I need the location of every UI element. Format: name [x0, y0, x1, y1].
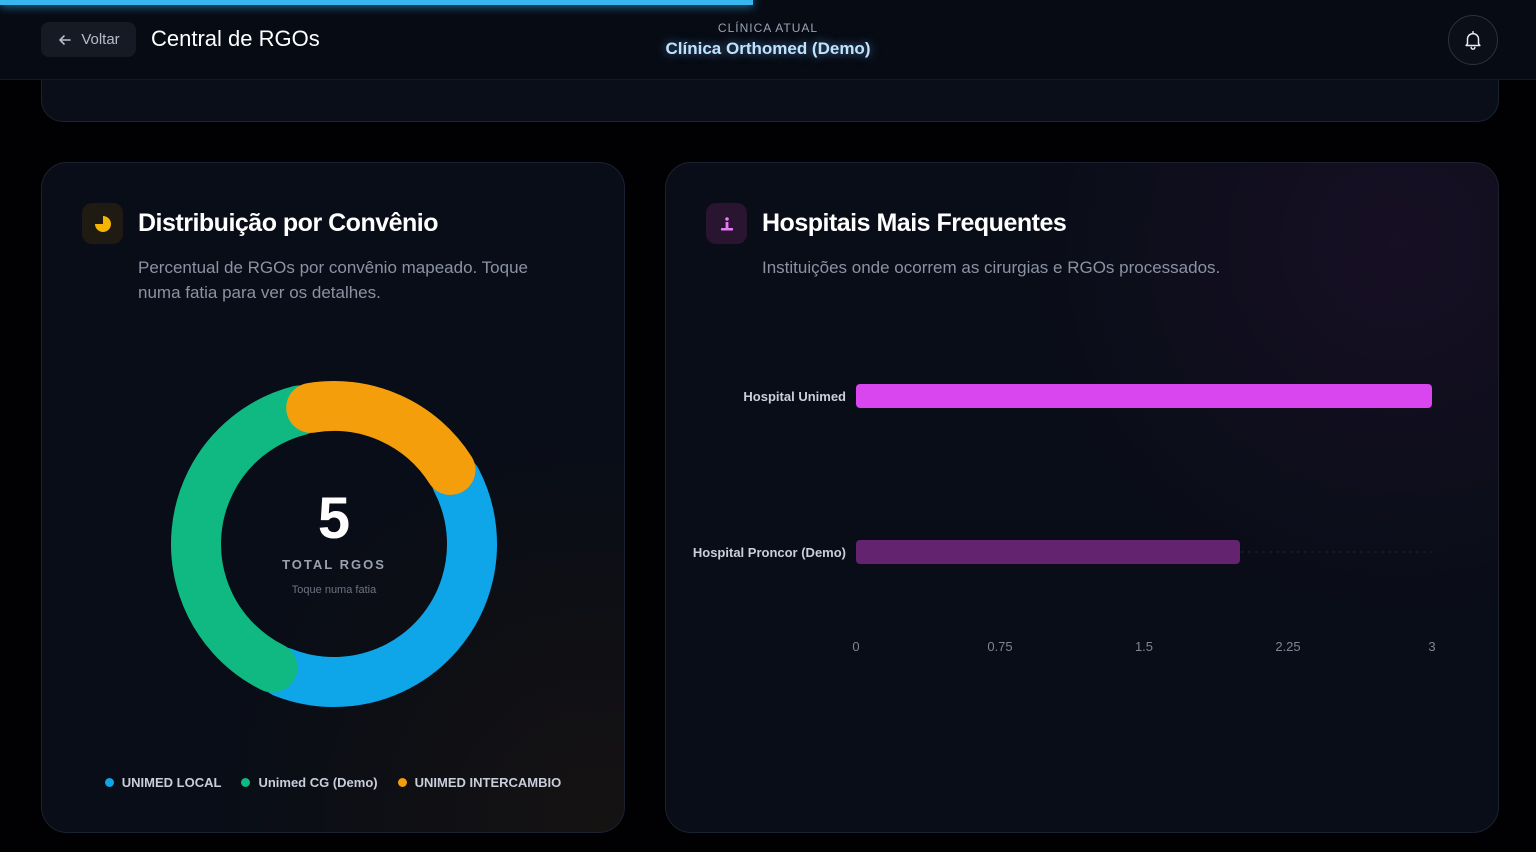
x-tick-label: 1.5 [1135, 639, 1153, 654]
back-button[interactable]: Voltar [41, 22, 136, 57]
legend-label: UNIMED INTERCAMBIO [414, 775, 562, 790]
loading-progress-bar [0, 0, 753, 5]
clinic-label: CLÍNICA ATUAL [717, 21, 819, 35]
bar-label: Hospital Unimed [743, 389, 846, 404]
x-tick-label: 0 [852, 639, 859, 654]
legend-item-unimed-intercambio[interactable]: UNIMED INTERCAMBIO [397, 775, 562, 790]
distribution-card: Distribuição por Convênio Percentual de … [41, 162, 625, 833]
distribution-title: Distribuição por Convênio [138, 209, 439, 237]
back-button-label: Voltar [81, 31, 120, 48]
x-tick-label: 0.75 [987, 639, 1012, 654]
hospital-icon [706, 203, 747, 244]
notifications-button[interactable] [1448, 15, 1498, 65]
hospitals-bar-chart: Hospital Unimed Hospital Proncor (Demo) 0 0… [693, 384, 1436, 654]
top-bar: Voltar Central de RGOs CLÍNICA ATUAL Clí… [0, 0, 1536, 80]
clinic-name: Clínica Orthomed (Demo) [665, 39, 871, 58]
legend-dot [104, 778, 114, 787]
hospitals-description: Instituições onde ocorrem as cirurgias e… [762, 258, 1221, 277]
distribution-description: Percentual de RGOs por convênio mapeado.… [138, 258, 528, 302]
bell-icon [1465, 31, 1481, 50]
legend-label: UNIMED LOCAL [121, 775, 222, 790]
legend-dot [241, 778, 251, 787]
x-tick-label: 2.25 [1275, 639, 1300, 654]
donut-slice-unimed-intercambio[interactable] [171, 381, 497, 707]
donut-legend: UNIMED LOCAL Unimed CG (Demo) UNIMED INT… [42, 775, 624, 790]
donut-chart [169, 379, 499, 709]
legend-item-unimed-cg[interactable]: Unimed CG (Demo) [241, 775, 378, 790]
hospitals-title: Hospitais Mais Frequentes [762, 209, 1067, 237]
donut-slice-unimed-cg-demo[interactable] [169, 379, 499, 709]
legend-label: Unimed CG (Demo) [258, 775, 378, 790]
page-title: Central de RGOs [151, 26, 320, 51]
arrow-left-icon [59, 34, 72, 45]
bar-label: Hospital Proncor (Demo) [693, 545, 846, 560]
legend-dot [397, 778, 407, 787]
x-tick-label: 3 [1428, 639, 1435, 654]
hospitals-card: Hospitais Mais Frequentes Instituições o… [665, 162, 1499, 833]
current-clinic: CLÍNICA ATUAL Clínica Orthomed (Demo) [648, 21, 888, 59]
bar-1[interactable] [856, 540, 1240, 564]
bar-0[interactable] [856, 384, 1432, 408]
legend-item-unimed-local[interactable]: UNIMED LOCAL [104, 775, 222, 790]
pie-chart-icon [82, 203, 123, 244]
